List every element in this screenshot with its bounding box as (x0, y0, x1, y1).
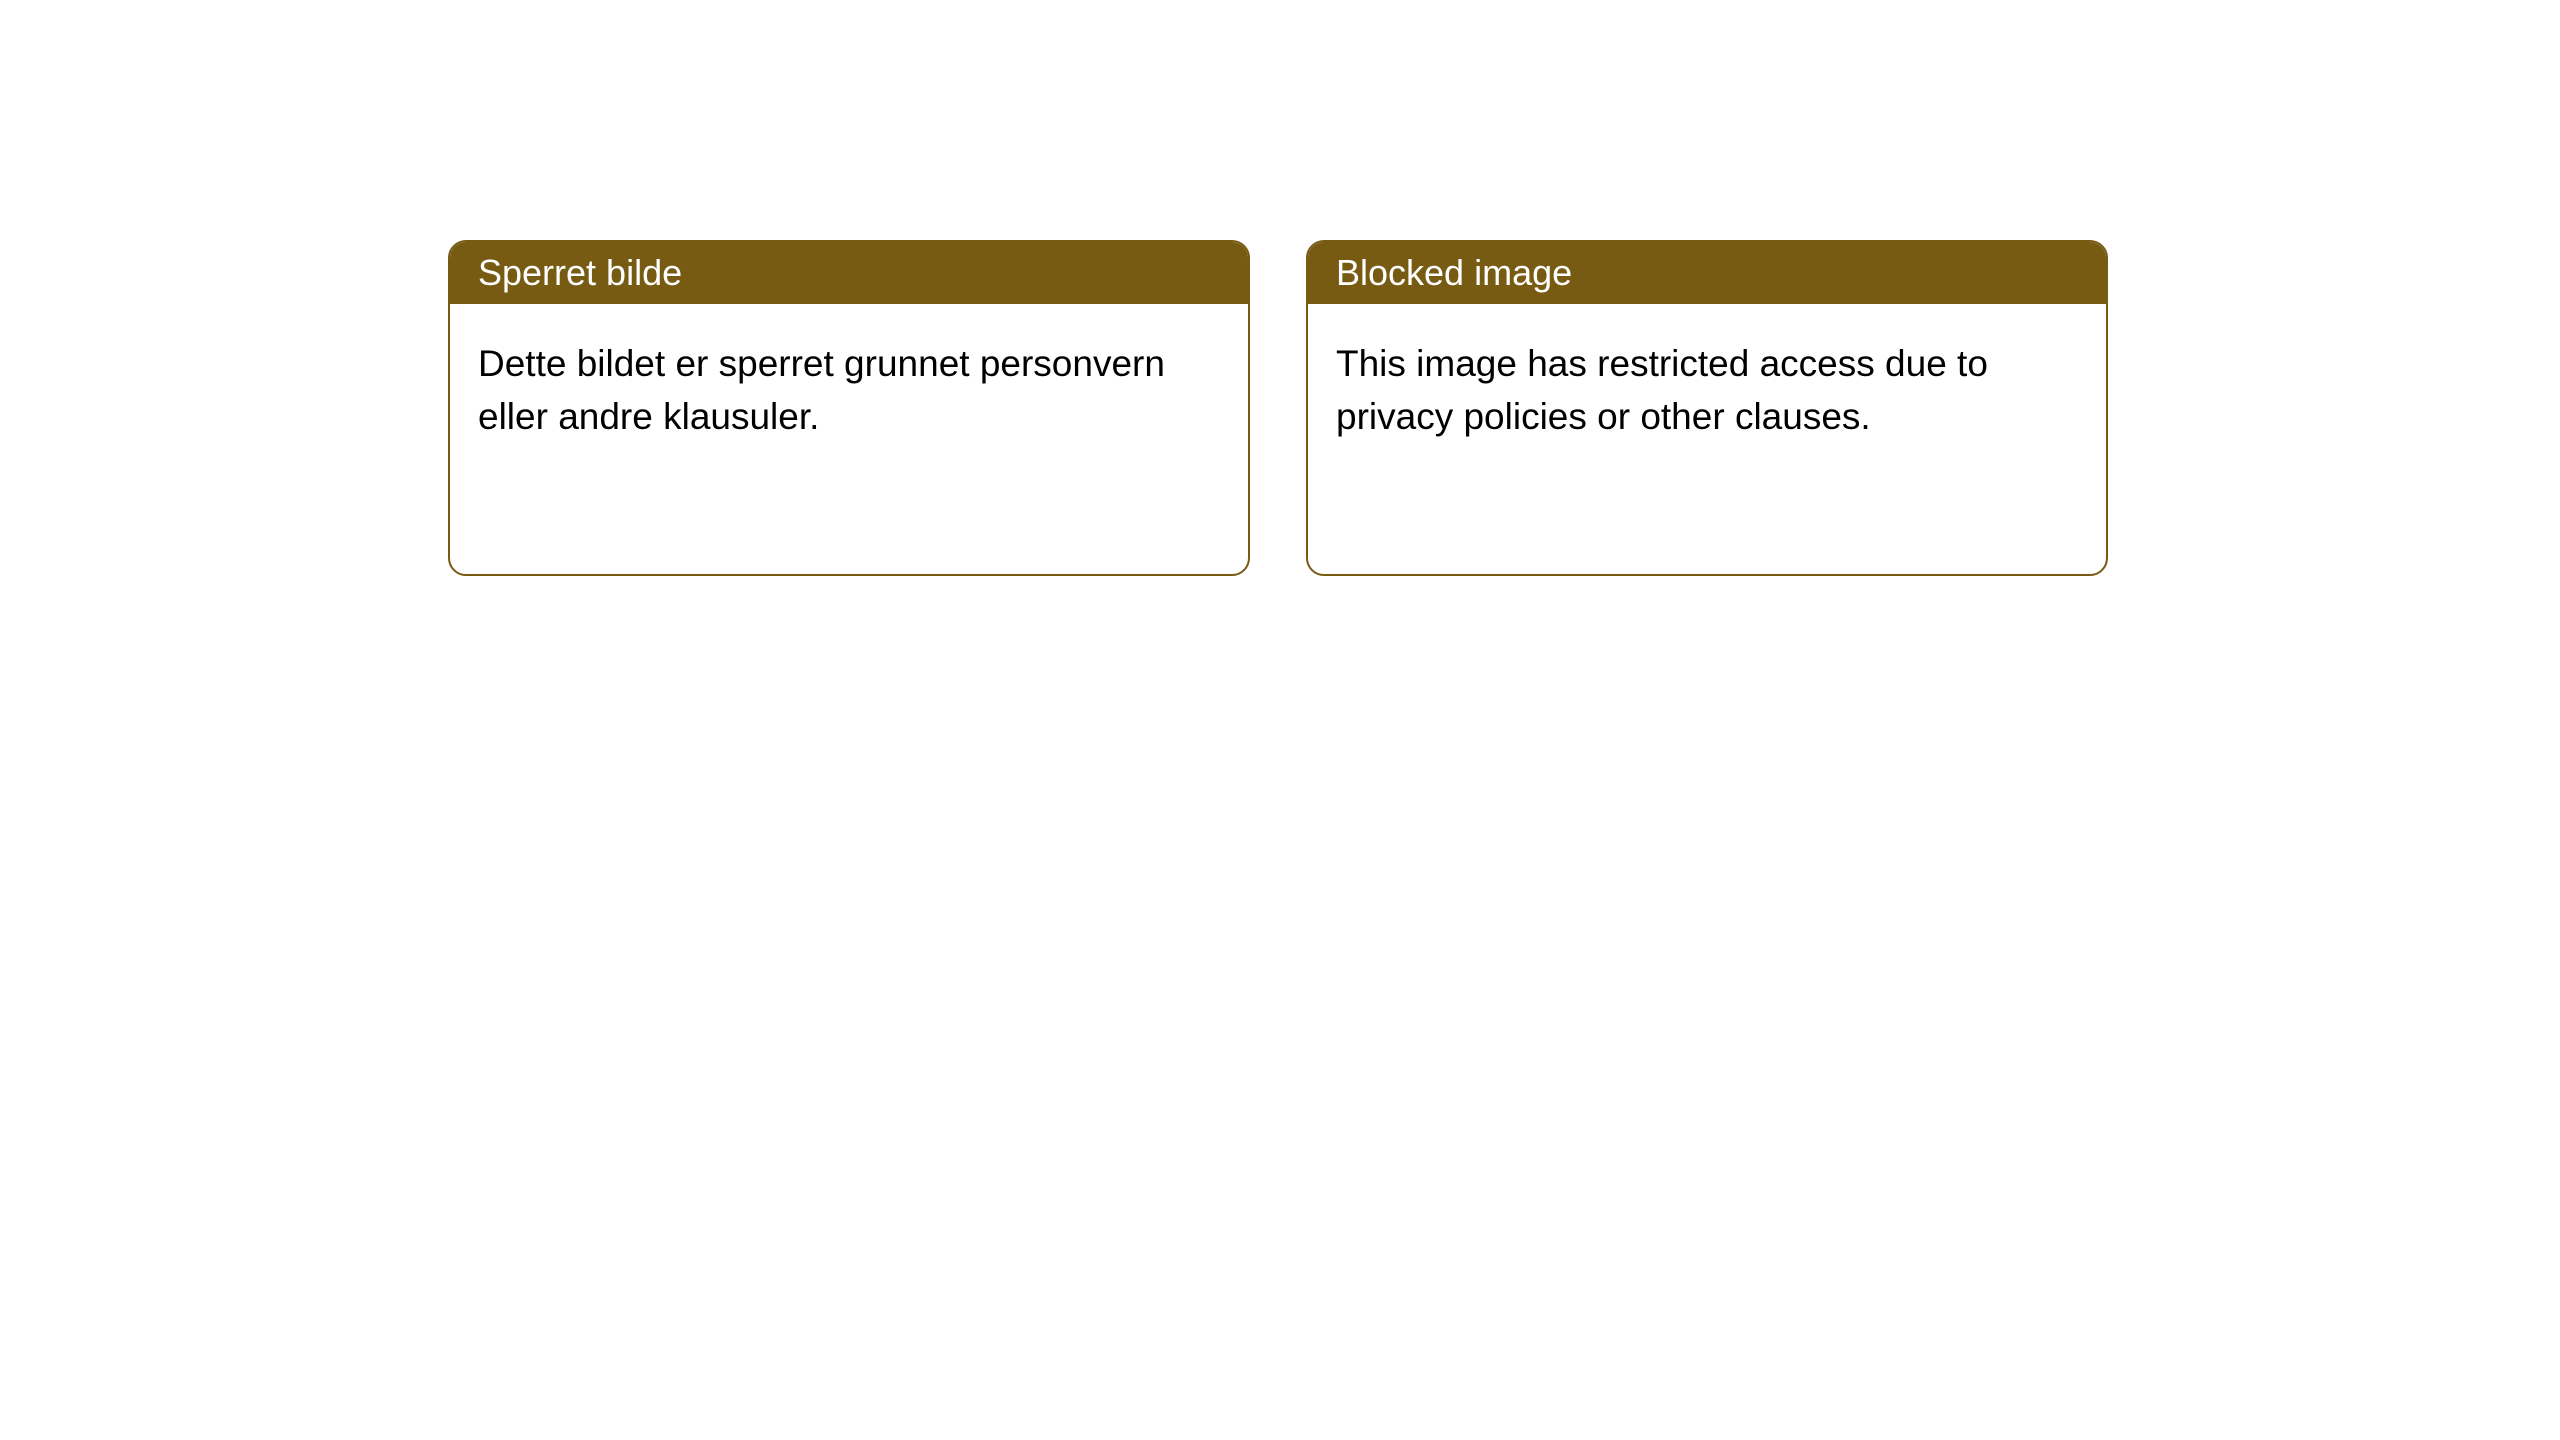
card-body-text: This image has restricted access due to … (1336, 343, 1988, 437)
card-body-text: Dette bildet er sperret grunnet personve… (478, 343, 1165, 437)
card-title: Blocked image (1336, 252, 1572, 293)
notice-card-english: Blocked image This image has restricted … (1306, 240, 2108, 576)
card-header: Sperret bilde (450, 242, 1248, 304)
card-body: Dette bildet er sperret grunnet personve… (450, 304, 1248, 574)
card-body: This image has restricted access due to … (1308, 304, 2106, 574)
notice-card-norwegian: Sperret bilde Dette bildet er sperret gr… (448, 240, 1250, 576)
card-title: Sperret bilde (478, 252, 682, 293)
notice-cards-container: Sperret bilde Dette bildet er sperret gr… (0, 0, 2560, 576)
card-header: Blocked image (1308, 242, 2106, 304)
